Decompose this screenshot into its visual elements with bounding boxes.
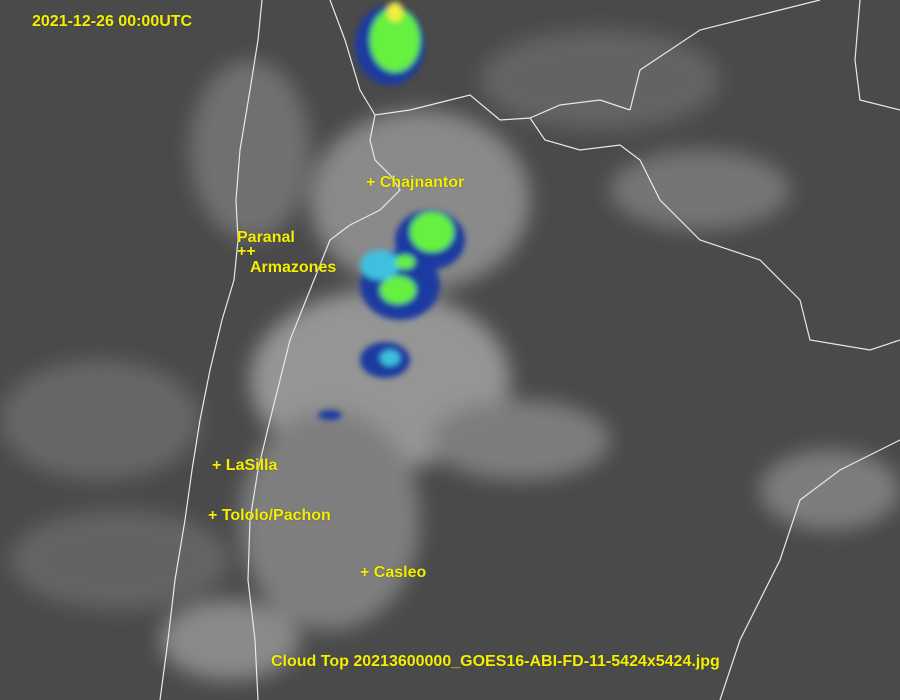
site-marker-paranal-armazones: ++ — [237, 243, 256, 260]
cloud-cover — [0, 30, 900, 680]
storm-cells — [318, 2, 465, 420]
site-label-tololo-pachon: + Tololo/Pachon — [208, 507, 331, 524]
country-borders — [159, 0, 900, 700]
site-label-casleo: + Casleo — [360, 564, 427, 581]
site-label-lasilla: + LaSilla — [212, 457, 278, 474]
site-label-chajnantor: + Chajnantor — [366, 174, 465, 191]
timestamp: 2021-12-26 00:00UTC — [32, 13, 193, 30]
site-label-paranal: Paranal — [237, 229, 295, 246]
site-label-armazones: Armazones — [250, 259, 337, 276]
image-caption: Cloud Top 20213600000_GOES16-ABI-FD-11-5… — [271, 653, 720, 670]
